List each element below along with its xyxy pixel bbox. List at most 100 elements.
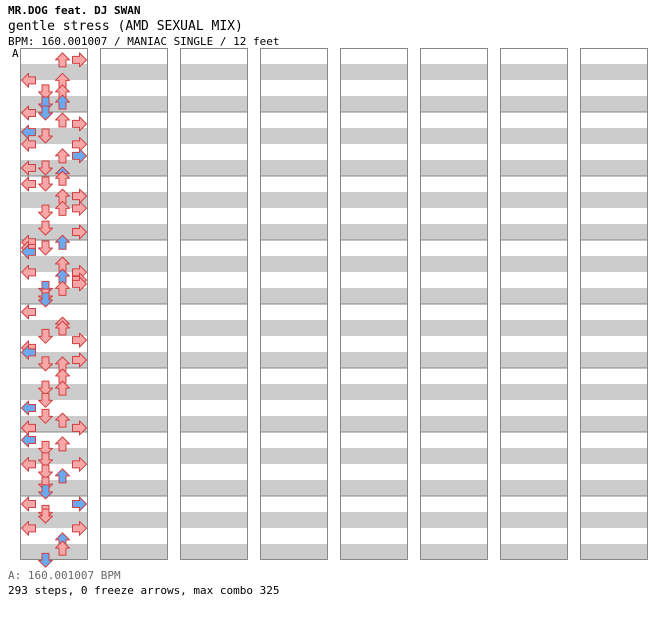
beat-stripe xyxy=(580,128,648,144)
beat-stripe xyxy=(100,256,168,272)
beat-stripe xyxy=(340,512,408,528)
step-arrow-down xyxy=(38,176,53,192)
beat-stripe xyxy=(180,96,248,112)
beat-stripe xyxy=(500,320,568,336)
beat-stripe xyxy=(260,448,328,464)
beat-stripe xyxy=(20,320,88,336)
step-arrow-up xyxy=(55,170,70,186)
step-arrow-left xyxy=(21,160,36,176)
step-arrow-down xyxy=(38,408,53,424)
beat-stripe xyxy=(580,288,648,304)
step-arrow-left xyxy=(21,136,36,152)
beat-stripe xyxy=(340,320,408,336)
beat-stripe xyxy=(100,288,168,304)
beat-stripe xyxy=(20,224,88,240)
beat-stripe xyxy=(580,448,648,464)
beat-stripe xyxy=(180,160,248,176)
stats-line: 293 steps, 0 freeze arrows, max combo 32… xyxy=(8,584,280,597)
step-arrow-left xyxy=(21,400,36,416)
beat-stripe xyxy=(100,352,168,368)
step-arrow-down xyxy=(38,128,53,144)
beat-stripe xyxy=(260,416,328,432)
beat-stripe xyxy=(340,96,408,112)
beat-stripe xyxy=(500,512,568,528)
beat-stripe xyxy=(260,224,328,240)
beat-stripe xyxy=(500,416,568,432)
column-frame xyxy=(500,48,568,560)
beat-stripe xyxy=(180,320,248,336)
beat-stripe xyxy=(340,128,408,144)
beat-stripe xyxy=(180,256,248,272)
beat-stripe xyxy=(20,480,88,496)
step-arrow-down xyxy=(38,292,53,308)
beat-stripe xyxy=(340,352,408,368)
beat-stripe xyxy=(580,224,648,240)
beat-stripe xyxy=(340,448,408,464)
beat-stripe xyxy=(20,512,88,528)
beat-stripe xyxy=(100,128,168,144)
step-arrow-left xyxy=(21,264,36,280)
beat-stripe xyxy=(260,96,328,112)
beat-stripe xyxy=(260,160,328,176)
chart-column xyxy=(500,48,568,560)
beat-stripe xyxy=(500,160,568,176)
beat-stripe xyxy=(340,160,408,176)
beat-stripe xyxy=(100,64,168,80)
step-arrow-right xyxy=(72,456,87,472)
step-arrow-up xyxy=(55,200,70,216)
beat-stripe xyxy=(260,128,328,144)
step-arrow-down xyxy=(38,552,53,568)
beat-stripe xyxy=(500,96,568,112)
step-arrow-down xyxy=(38,328,53,344)
beat-stripe xyxy=(420,96,488,112)
beat-stripe xyxy=(340,544,408,560)
beat-stripe xyxy=(500,288,568,304)
beat-stripe xyxy=(420,224,488,240)
beat-stripe xyxy=(340,480,408,496)
beat-stripe xyxy=(180,448,248,464)
beat-stripe xyxy=(100,320,168,336)
step-arrow-up xyxy=(55,52,70,68)
beat-stripe xyxy=(580,480,648,496)
beat-stripe xyxy=(580,352,648,368)
beat-stripe xyxy=(500,192,568,208)
beat-stripe xyxy=(100,192,168,208)
step-arrow-left xyxy=(21,176,36,192)
beat-stripe xyxy=(20,384,88,400)
beat-stripe xyxy=(180,128,248,144)
step-arrow-right xyxy=(72,352,87,368)
beat-stripe xyxy=(580,256,648,272)
beat-stripe xyxy=(180,544,248,560)
beat-stripe xyxy=(100,480,168,496)
beat-stripe xyxy=(500,224,568,240)
beat-stripe xyxy=(100,512,168,528)
beat-stripe xyxy=(580,192,648,208)
step-arrow-down xyxy=(38,240,53,256)
section-marker: A xyxy=(12,47,19,60)
bpm-line: A: 160.001007 BPM xyxy=(8,569,121,582)
beat-stripe xyxy=(420,448,488,464)
step-arrow-up xyxy=(55,112,70,128)
column-frame xyxy=(100,48,168,560)
step-arrow-right xyxy=(72,276,87,292)
step-arrow-up xyxy=(55,280,70,296)
beat-stripe xyxy=(420,128,488,144)
step-arrow-down xyxy=(38,356,53,372)
step-arrow-right xyxy=(72,224,87,240)
column-frame xyxy=(340,48,408,560)
beat-stripe xyxy=(580,320,648,336)
chart-column xyxy=(20,48,88,560)
beat-stripe xyxy=(500,256,568,272)
step-arrow-up xyxy=(55,148,70,164)
column-frame xyxy=(580,48,648,560)
beat-stripe xyxy=(180,480,248,496)
chart-column xyxy=(180,48,248,560)
beat-stripe xyxy=(340,256,408,272)
step-arrow-up xyxy=(55,468,70,484)
step-arrow-right xyxy=(72,116,87,132)
step-arrow-up xyxy=(55,540,70,556)
beat-stripe xyxy=(180,288,248,304)
beat-stripe xyxy=(100,416,168,432)
beat-stripe xyxy=(180,352,248,368)
